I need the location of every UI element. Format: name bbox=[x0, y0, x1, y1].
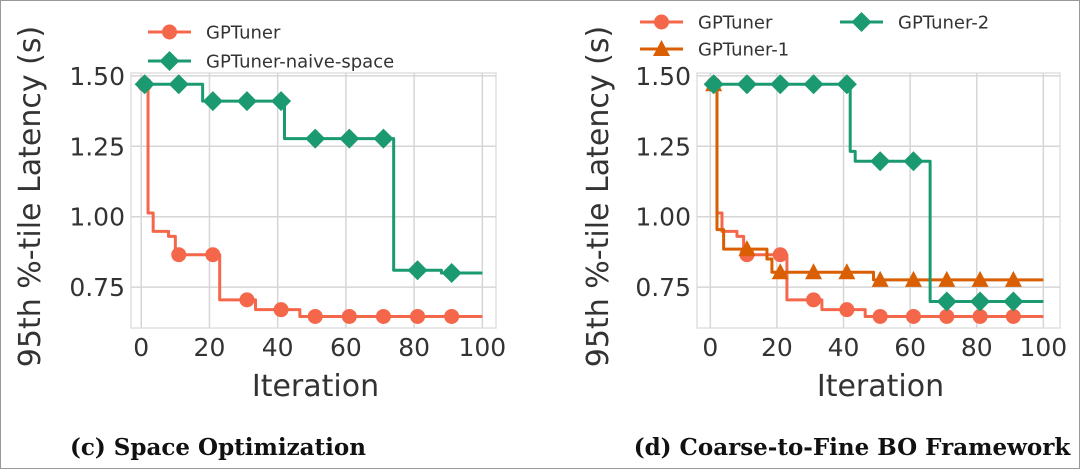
y-tick-label: 1.50 bbox=[69, 62, 125, 91]
data-point-marker bbox=[168, 74, 189, 95]
data-point-marker bbox=[307, 308, 323, 324]
data-point-marker bbox=[839, 302, 855, 318]
legend-marker bbox=[159, 51, 180, 71]
data-point-marker bbox=[441, 263, 462, 284]
x-tick-label: 0 bbox=[702, 333, 718, 362]
x-tick-label: 60 bbox=[894, 333, 926, 362]
legend-marker bbox=[851, 12, 872, 32]
series-line bbox=[144, 82, 483, 275]
data-point-marker bbox=[239, 292, 255, 308]
legend-label: GPTuner bbox=[206, 23, 281, 44]
data-point-marker bbox=[273, 302, 289, 318]
x-tick-label: 80 bbox=[961, 333, 993, 362]
y-tick-label: 1.25 bbox=[69, 132, 125, 161]
series-GPTuner-naive-space bbox=[134, 74, 483, 284]
y-axis-label: 95th %-tile Latency (s) bbox=[13, 26, 48, 367]
data-point-marker bbox=[134, 74, 155, 95]
data-point-marker bbox=[410, 308, 426, 324]
legend-entry: GPTuner-2 bbox=[840, 12, 989, 34]
data-point-marker bbox=[444, 308, 460, 324]
y-tick-label: 0.75 bbox=[635, 273, 691, 302]
data-point-marker bbox=[772, 247, 788, 263]
y-tick-label: 1.00 bbox=[69, 203, 125, 232]
legend-marker bbox=[654, 14, 669, 30]
y-tick-label: 1.25 bbox=[635, 132, 691, 161]
legend-marker bbox=[653, 40, 670, 56]
data-point-marker bbox=[1004, 270, 1022, 287]
x-tick-label: 100 bbox=[1019, 333, 1067, 362]
data-point-marker bbox=[971, 270, 989, 287]
plot-area bbox=[696, 72, 1061, 329]
legend-label: GPTuner bbox=[698, 13, 773, 34]
data-point-marker bbox=[1005, 308, 1021, 324]
x-tick-label: 100 bbox=[458, 333, 506, 362]
legend-entry: GPTuner-1 bbox=[640, 40, 789, 61]
series-line bbox=[713, 82, 1044, 282]
data-point-marker bbox=[202, 91, 223, 112]
y-tick-label: 1.00 bbox=[635, 203, 691, 232]
data-point-marker bbox=[341, 308, 357, 324]
legend-entry: GPTuner-naive-space bbox=[148, 51, 394, 73]
data-point-marker bbox=[870, 151, 891, 172]
data-point-marker bbox=[806, 292, 822, 308]
x-tick-label: 40 bbox=[828, 333, 860, 362]
data-point-marker bbox=[171, 247, 187, 263]
data-point-marker bbox=[736, 74, 757, 95]
data-point-marker bbox=[939, 308, 955, 324]
data-point-marker bbox=[373, 128, 394, 149]
data-point-marker bbox=[871, 270, 889, 287]
data-point-marker bbox=[905, 308, 921, 324]
data-point-marker bbox=[205, 247, 221, 263]
data-point-marker bbox=[904, 270, 922, 287]
x-axis-label: Iteration bbox=[817, 369, 944, 404]
y-tick-label: 1.50 bbox=[635, 62, 691, 91]
data-point-marker bbox=[936, 291, 957, 312]
data-point-marker bbox=[903, 151, 924, 172]
plot-area bbox=[130, 72, 497, 329]
x-axis-label: Iteration bbox=[252, 369, 379, 404]
data-point-marker bbox=[805, 263, 823, 280]
data-point-marker bbox=[407, 260, 428, 281]
series-GPTuner-2 bbox=[703, 74, 1044, 312]
x-tick-label: 0 bbox=[133, 333, 149, 362]
data-point-marker bbox=[938, 270, 956, 287]
data-point-marker bbox=[738, 240, 756, 257]
data-point-marker bbox=[703, 74, 724, 95]
data-point-marker bbox=[803, 74, 824, 95]
chart-caption: (c) Space Optimization bbox=[70, 434, 366, 461]
data-point-marker bbox=[770, 74, 791, 95]
data-point-marker bbox=[305, 128, 326, 149]
legend-entry: GPTuner bbox=[640, 13, 773, 34]
y-tick-label: 0.75 bbox=[69, 273, 125, 302]
data-point-marker bbox=[972, 308, 988, 324]
data-point-marker bbox=[970, 291, 991, 312]
series-GPTuner bbox=[137, 76, 483, 324]
data-point-marker bbox=[339, 128, 360, 149]
series-line bbox=[713, 82, 1044, 304]
x-tick-label: 20 bbox=[194, 333, 226, 362]
x-tick-label: 80 bbox=[398, 333, 430, 362]
data-point-marker bbox=[236, 91, 257, 112]
data-point-marker bbox=[838, 263, 856, 280]
x-tick-label: 60 bbox=[330, 333, 362, 362]
chart-1: 0 20 40 60 80 100 0.75 1.00 1.25 1.50 Iteration 95t… bbox=[581, 12, 1071, 461]
data-point-marker bbox=[836, 74, 857, 95]
chart-0: 0 20 40 60 80 100 0.75 1.00 1.25 1.50 Iteration 95t… bbox=[13, 23, 506, 462]
legend-entry: GPTuner bbox=[148, 23, 281, 44]
data-point-marker bbox=[375, 308, 391, 324]
x-tick-label: 40 bbox=[262, 333, 294, 362]
data-point-marker bbox=[872, 308, 888, 324]
legend-label: GPTuner-naive-space bbox=[206, 52, 394, 73]
legend-label: GPTuner-2 bbox=[898, 13, 989, 34]
x-tick-label: 20 bbox=[761, 333, 793, 362]
data-point-marker bbox=[771, 263, 789, 280]
data-point-marker bbox=[1003, 291, 1024, 312]
y-axis-label: 95th %-tile Latency (s) bbox=[581, 26, 616, 367]
data-point-marker bbox=[271, 91, 292, 112]
legend-label: GPTuner-1 bbox=[698, 40, 789, 61]
chart-caption: (d) Coarse-to-Fine BO Framework bbox=[634, 434, 1072, 461]
legend-marker bbox=[162, 24, 177, 40]
